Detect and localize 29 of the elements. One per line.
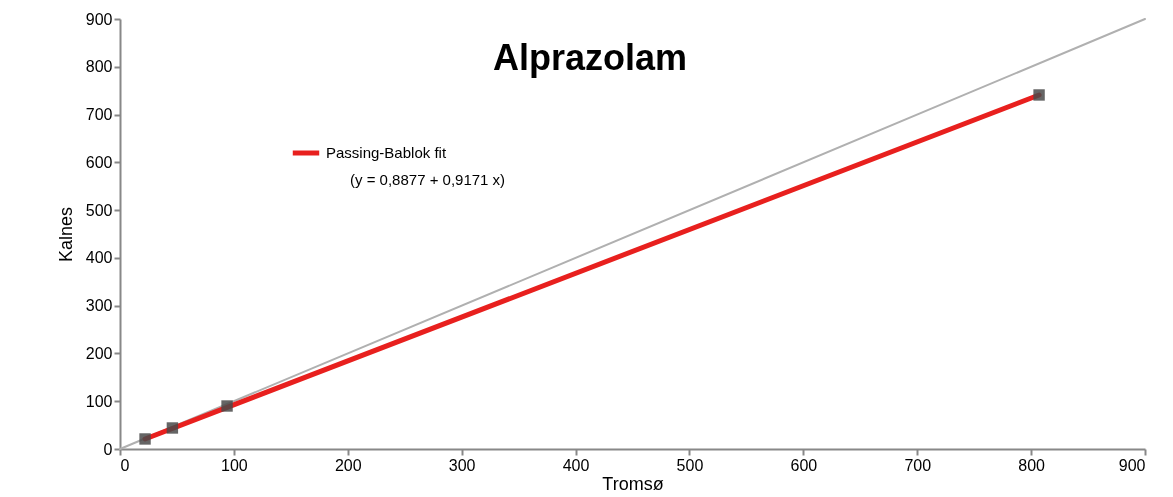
y-tick-label: 900 — [85, 10, 113, 28]
x-tick-label: 700 — [904, 456, 932, 474]
y-tick-label: 400 — [85, 249, 113, 267]
x-tick-label: 400 — [562, 456, 590, 474]
x-tick-label: 100 — [221, 456, 248, 474]
x-tick-label: 500 — [676, 456, 704, 474]
y-tick-label: 800 — [85, 58, 113, 76]
y-tick-label: 200 — [85, 344, 113, 362]
x-tick-label: 0 — [120, 456, 130, 474]
x-tick-label: 200 — [334, 456, 362, 474]
point — [139, 433, 151, 445]
x-tick-label: 900 — [1118, 456, 1146, 474]
legend-label: Passing-Bablok fit — [326, 144, 447, 161]
y-tick-label: 600 — [85, 153, 113, 171]
y-tick-label: 500 — [85, 201, 113, 219]
text: Alprazolam — [492, 37, 688, 78]
x-tick-label: 300 — [448, 456, 476, 474]
point — [1033, 89, 1045, 101]
y-tick-label: 300 — [85, 297, 113, 315]
y-tick-label: 700 — [85, 106, 113, 124]
annotation: (y = 0,8877 + 0,9171 x) — [350, 171, 506, 188]
x-tick-label: 800 — [1018, 456, 1046, 474]
y-tick-label: 0 — [103, 440, 113, 458]
x-axis-title: Tromsø — [602, 473, 664, 494]
y-axis-title: Kalnes — [55, 206, 76, 263]
x-tick-label: 600 — [790, 456, 818, 474]
y-tick-label: 100 — [85, 392, 113, 410]
point — [221, 400, 233, 412]
point — [166, 422, 179, 434]
